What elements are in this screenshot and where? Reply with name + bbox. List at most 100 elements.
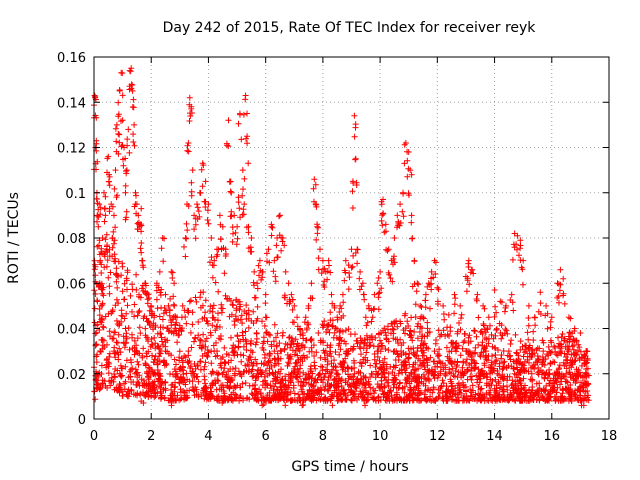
- data-point: [507, 352, 514, 359]
- data-point: [575, 373, 582, 380]
- data-point: [377, 337, 383, 344]
- data-point: [584, 396, 590, 403]
- data-point: [482, 345, 489, 352]
- data-point: [577, 330, 584, 336]
- data-point: [472, 328, 478, 335]
- data-point: [518, 382, 525, 389]
- data-point: [317, 395, 324, 402]
- data-point: [495, 380, 502, 387]
- data-point: [123, 168, 129, 175]
- data-point: [111, 185, 118, 192]
- data-point: [338, 305, 345, 312]
- data-point: [160, 258, 167, 265]
- data-point: [183, 220, 190, 227]
- data-point: [360, 291, 367, 298]
- data-point: [310, 185, 317, 192]
- data-point: [361, 337, 368, 344]
- data-point: [244, 140, 251, 147]
- data-point: [467, 373, 474, 380]
- data-point: [502, 326, 509, 333]
- data-point: [240, 343, 247, 350]
- data-point: [103, 231, 110, 238]
- x-tick-label: 12: [429, 429, 446, 444]
- data-point: [434, 353, 441, 360]
- data-point: [500, 382, 507, 389]
- data-point: [208, 360, 215, 367]
- data-point: [424, 396, 431, 403]
- data-point: [561, 300, 568, 307]
- data-point: [192, 235, 199, 242]
- data-point: [320, 374, 327, 381]
- data-point: [540, 348, 547, 355]
- data-point: [201, 373, 208, 380]
- data-point: [262, 300, 269, 307]
- data-point: [232, 365, 239, 372]
- data-point: [187, 329, 194, 336]
- data-point: [224, 142, 230, 149]
- data-point: [508, 337, 515, 344]
- data-point: [348, 246, 355, 253]
- data-point: [229, 301, 236, 308]
- data-point: [423, 356, 430, 363]
- data-point: [254, 303, 261, 310]
- data-point: [545, 370, 552, 377]
- data-point: [135, 212, 142, 219]
- data-point: [277, 370, 283, 377]
- data-point: [128, 387, 135, 394]
- data-point: [238, 373, 245, 380]
- data-point: [221, 344, 228, 351]
- data-point: [318, 270, 325, 277]
- data-point: [221, 270, 228, 277]
- data-point: [263, 314, 270, 321]
- data-point: [259, 318, 265, 325]
- data-point: [444, 331, 451, 338]
- data-point: [342, 377, 349, 384]
- data-point: [267, 332, 274, 339]
- data-point: [111, 237, 118, 244]
- data-point: [401, 160, 408, 167]
- data-point: [381, 374, 388, 381]
- data-point: [145, 370, 152, 377]
- data-point: [231, 318, 238, 325]
- data-point: [517, 346, 524, 353]
- data-point: [498, 299, 505, 306]
- data-point: [99, 336, 106, 343]
- data-point: [116, 345, 123, 352]
- data-point: [435, 386, 442, 393]
- data-point: [134, 358, 141, 365]
- data-point: [470, 270, 477, 277]
- data-point: [173, 319, 180, 326]
- data-point: [115, 111, 122, 118]
- data-point: [366, 339, 373, 346]
- data-point: [555, 366, 562, 373]
- data-point: [514, 393, 521, 400]
- data-point: [166, 312, 173, 319]
- data-point: [349, 263, 356, 270]
- data-point: [247, 340, 254, 347]
- data-point: [246, 382, 253, 389]
- data-point: [522, 394, 528, 401]
- data-point: [112, 224, 119, 231]
- data-point: [442, 392, 449, 398]
- data-point: [102, 236, 109, 243]
- data-point: [408, 378, 415, 385]
- data-point: [287, 356, 294, 362]
- data-point: [263, 330, 270, 336]
- data-point: [361, 396, 368, 403]
- data-point: [557, 266, 564, 273]
- data-point: [426, 281, 433, 288]
- data-point: [156, 313, 163, 320]
- data-point: [294, 359, 301, 366]
- data-point: [531, 350, 538, 357]
- data-point: [101, 189, 107, 196]
- data-point: [255, 391, 261, 398]
- data-point: [404, 318, 411, 325]
- data-point: [139, 257, 145, 264]
- data-point: [209, 308, 216, 315]
- data-point: [222, 292, 229, 299]
- data-point: [164, 348, 171, 355]
- data-point: [336, 375, 343, 382]
- data-point: [340, 312, 347, 319]
- data-point: [300, 401, 307, 408]
- data-point: [459, 364, 466, 371]
